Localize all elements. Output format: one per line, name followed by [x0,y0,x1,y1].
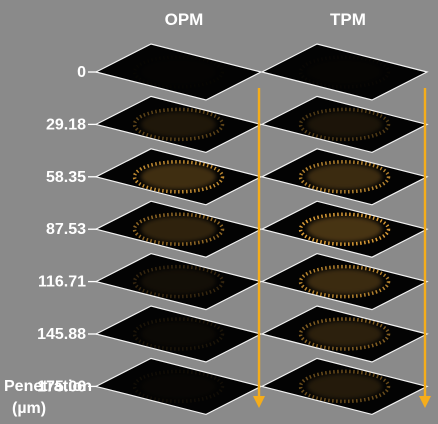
image-slice-opm [94,357,263,416]
depth-label: 116.71 [38,274,86,291]
column-title-opm: OPM [165,10,204,29]
depth-label: 175.06 [37,378,86,395]
penetration-axis-unit: (µm) [12,400,46,417]
image-slice-opm [94,252,263,311]
signal-ring [132,264,225,299]
image-slice-tpm [260,148,429,206]
column-title-tpm: TPM [330,10,366,29]
slices-layer [94,43,429,416]
signal-ring [298,369,391,404]
image-slice-opm [94,148,263,206]
signal-glow [141,268,216,295]
signal-ring [132,369,225,404]
image-slice-opm [94,200,263,258]
signal-glow [141,321,216,347]
image-slice-opm [94,95,263,154]
tpm-depth-arrow-head [419,396,431,408]
depth-label: 145.88 [37,326,86,343]
penetration-axis-label: Penetration [4,378,92,395]
signal-ring [132,107,225,142]
depth-label: 0 [77,64,86,81]
image-slice-tpm [260,252,429,311]
signal-glow [141,216,216,242]
signal-glow [141,111,216,138]
slice-plane [260,43,429,101]
signal-glow [307,164,382,190]
image-slice-opm [94,305,263,363]
signal-glow [141,164,216,190]
image-slice-opm [94,43,263,101]
signal-glow [307,59,382,85]
signal-glow [141,59,216,85]
signal-ring [298,107,391,142]
image-slice-tpm [260,43,429,101]
signal-glow [307,373,382,400]
signal-ring [132,160,225,194]
depth-label: 58.35 [46,169,86,186]
signal-glow [307,321,382,347]
signal-glow [307,216,382,242]
depth-labels-layer: 0 29.18 58.35 87.53 116.71 145.88 175.06 [37,64,97,395]
signal-ring [298,317,391,351]
image-slice-tpm [260,95,429,154]
signal-glow [307,268,382,295]
signal-ring [132,317,225,351]
signal-ring [298,212,391,246]
image-slice-tpm [260,305,429,363]
signal-ring [132,212,225,246]
signal-ring [298,160,391,194]
image-slice-tpm [260,200,429,258]
opm-depth-arrow-head [253,396,265,408]
signal-glow [141,374,216,400]
signal-glow [307,111,382,138]
depth-label: 87.53 [46,221,86,238]
depth-label: 29.18 [46,116,86,133]
signal-ring [298,264,391,299]
image-slice-tpm [260,357,429,416]
